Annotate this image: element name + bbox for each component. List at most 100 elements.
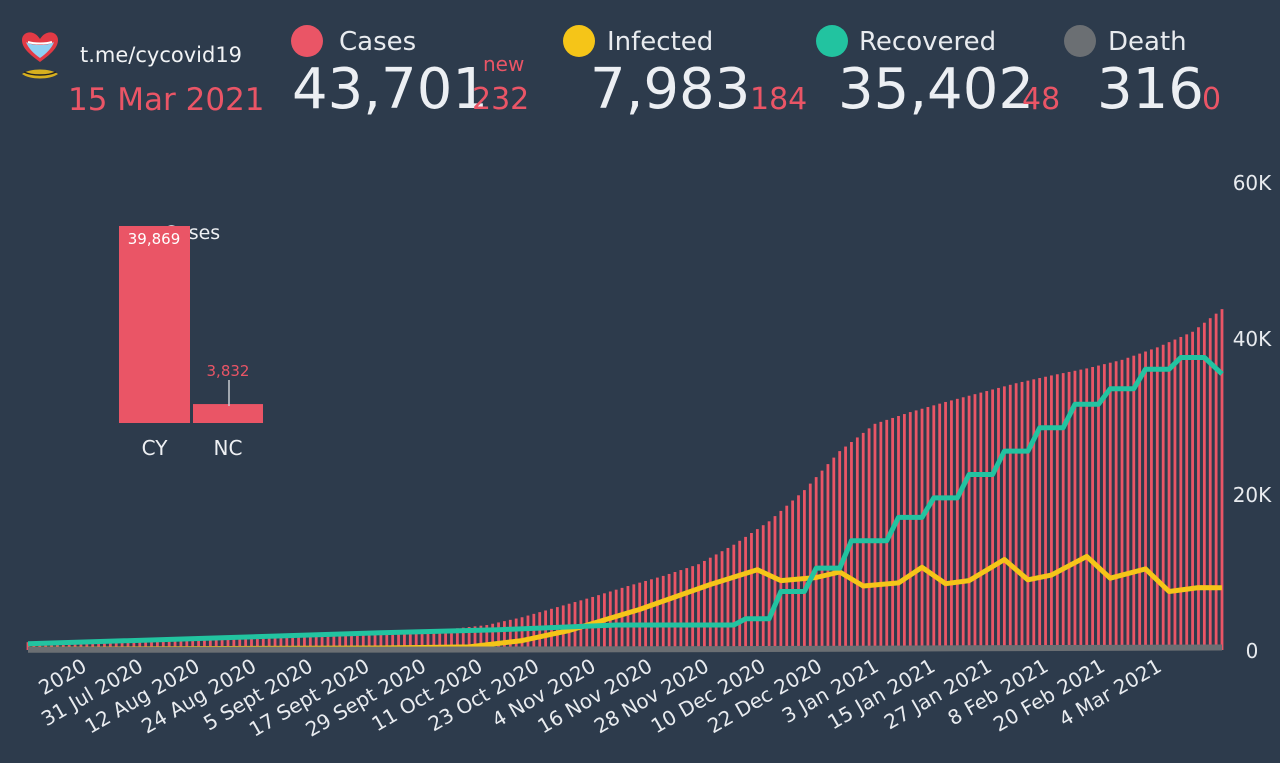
cases-bar xyxy=(503,621,506,650)
cases-bar xyxy=(150,639,153,650)
cases-bar xyxy=(314,634,318,650)
cases-bar xyxy=(97,640,100,650)
cases-bar xyxy=(667,573,671,650)
cases-bar xyxy=(920,408,924,650)
cases-bar xyxy=(614,589,618,650)
cases-bar xyxy=(791,500,795,650)
cases-bar xyxy=(1026,380,1030,650)
cases-bar xyxy=(1167,342,1171,650)
cases-bar xyxy=(232,637,236,650)
cases-bar xyxy=(1155,347,1159,650)
cases-bar xyxy=(350,633,353,650)
cases-bar xyxy=(73,640,77,650)
cases-bar xyxy=(238,636,242,650)
quarantine-logo-icon xyxy=(18,30,62,84)
cases-bar xyxy=(203,637,206,650)
cases-bar xyxy=(250,636,253,650)
cases-bar xyxy=(497,622,500,650)
cases-bar xyxy=(261,636,265,650)
cases-bar xyxy=(526,615,530,650)
y-tick-label: 40K xyxy=(1233,327,1272,351)
cases-bar xyxy=(1126,357,1130,650)
cases-bar xyxy=(714,554,718,650)
cases-bar xyxy=(403,631,406,650)
inset-category-label: NC xyxy=(214,436,243,460)
cases-bar xyxy=(220,637,224,650)
recovered-line xyxy=(27,355,1224,647)
cases-bar xyxy=(626,586,630,650)
cases-bar xyxy=(697,564,700,650)
cases-bar xyxy=(473,626,477,650)
cases-bar xyxy=(520,617,524,650)
infected-line xyxy=(27,553,1223,652)
death-new: 0 xyxy=(1202,82,1222,117)
cases-bar xyxy=(450,628,453,650)
cases-bar xyxy=(79,640,83,650)
cases-bar xyxy=(726,547,730,650)
cases-bar xyxy=(938,403,942,650)
cases-bar xyxy=(1038,378,1042,650)
cases-bar xyxy=(355,633,359,650)
cases-bar xyxy=(361,632,365,650)
channel-link[interactable]: t.me/cycovid19 xyxy=(80,43,243,67)
cases-bar xyxy=(50,641,53,650)
cases-bar xyxy=(397,631,400,650)
cases-bar xyxy=(720,551,724,650)
cases-bar xyxy=(214,637,218,650)
cases-bar xyxy=(885,419,889,650)
cases-bar xyxy=(103,640,106,650)
cases-bar xyxy=(650,579,653,650)
cases-bar xyxy=(1044,376,1047,650)
cases-bar xyxy=(1079,369,1083,650)
cases-label: Cases xyxy=(339,27,417,57)
cases-bar xyxy=(273,635,277,650)
cases-bar xyxy=(132,639,136,650)
recovered-total: 35,402 xyxy=(838,57,1034,122)
cases-bar xyxy=(285,635,289,650)
cases-bar xyxy=(961,397,965,650)
cases-bar xyxy=(1173,339,1177,650)
cases-bar xyxy=(1214,313,1218,650)
cases-bar xyxy=(755,529,759,650)
cases-bar xyxy=(408,631,412,650)
cases-bar xyxy=(1014,383,1018,650)
cases-bar xyxy=(161,638,165,650)
new-label: new xyxy=(483,52,525,76)
cases-bar xyxy=(897,416,900,650)
cases-bar xyxy=(1067,371,1071,650)
cases-bar xyxy=(26,642,30,650)
cases-bar xyxy=(644,580,647,650)
cases-bar xyxy=(902,414,906,650)
cases-new: 232 xyxy=(472,82,530,117)
report-date: 15 Mar 2021 xyxy=(68,82,265,118)
cases-bar xyxy=(479,625,483,650)
recovered-label: Recovered xyxy=(859,27,997,57)
cases-bar xyxy=(1197,327,1200,650)
cases-bar xyxy=(367,632,371,650)
death-line xyxy=(27,644,1223,653)
cases-bar xyxy=(426,630,430,650)
cases-bar xyxy=(1050,375,1053,650)
cases-bar xyxy=(838,451,842,650)
cases-bar xyxy=(655,577,659,650)
cases-bar xyxy=(173,638,177,650)
cases-bar xyxy=(820,470,824,650)
cases-bar xyxy=(1061,373,1065,650)
cases-bar xyxy=(120,639,124,650)
cases-bar xyxy=(432,629,436,650)
infected-total: 7,983 xyxy=(590,57,751,122)
cases-bar xyxy=(461,627,465,650)
cases-bar xyxy=(179,638,183,650)
cases-bar xyxy=(826,464,830,650)
cases-bar xyxy=(1202,322,1206,650)
cases-bar xyxy=(985,391,989,650)
cases-bar xyxy=(808,483,812,650)
cases-bar xyxy=(1132,355,1136,650)
cases-bar xyxy=(308,634,312,650)
cases-bar xyxy=(1102,364,1106,650)
cases-bar xyxy=(832,457,836,650)
cases-bar xyxy=(950,400,953,650)
cases-bar xyxy=(679,570,683,650)
cases-bar xyxy=(144,639,148,650)
